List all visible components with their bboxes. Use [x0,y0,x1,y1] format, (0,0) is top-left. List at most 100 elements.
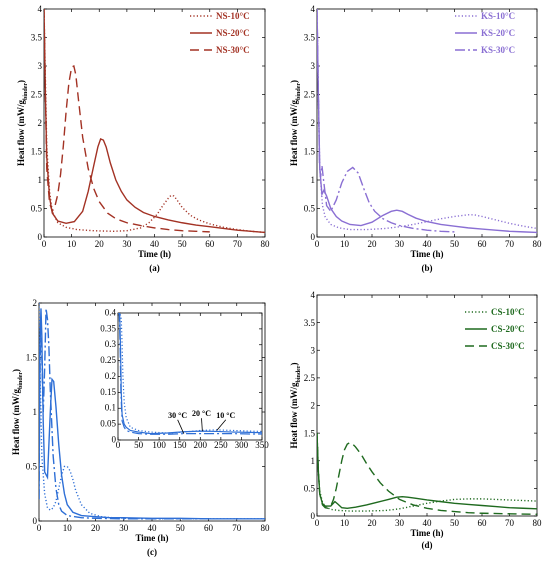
plot-frame [316,8,538,238]
series-line-ms-30-c [39,308,209,520]
legend-label: NS-20°C [216,28,250,38]
panel-axes-0: 0 10 20 30 40 50 60 70 80 0 0.5 1 1.5 2 2.5 3 3.5 4 Time (… [16,4,270,273]
legend-label: NS-10°C [216,11,250,21]
inset-series-line [118,313,262,434]
y-tick-label: 2.5 [31,90,43,100]
legend-label: KS-30°C [481,45,515,55]
x-tick-label: 60 [478,239,488,249]
x-tick-label: 20 [368,518,378,528]
x-tick-label: 0 [315,239,320,249]
series-line-cs-10-c [317,433,537,512]
plot-frame [43,8,266,238]
y-tick-label: 0.15 [100,387,116,397]
x-tick-label: 30 [119,523,129,533]
panel-caption: (c) [147,547,157,557]
x-tick-label: 50 [176,523,186,533]
x-tick-label: 10 [340,239,350,249]
x-tick-label: 10 [67,239,77,249]
x-tick-label: 80 [533,518,543,528]
y-tick-label: 1.5 [31,147,43,157]
series-line-ns-20-c [44,9,265,234]
x-tick-label: 20 [95,239,105,249]
panel-axes-3: 0 10 20 30 40 50 60 70 80 0 0.5 1 1.5 2 2.5 3 3.5 4 Time (… [289,290,542,550]
x-tick-label: 50 [450,239,460,249]
x-tick-label: 80 [261,523,271,533]
x-tick-label: 40 [423,239,433,249]
x-tick-label: 10 [63,523,73,533]
x-axis-label: Time (h) [138,249,171,259]
x-tick-label: 60 [205,239,215,249]
y-tick-label: 0 [38,232,43,242]
x-tick-label: 50 [450,518,460,528]
series-line-cs-30-c [317,433,537,516]
y-axis-label: Heat flow (mW/gbinder) [11,369,24,455]
y-tick-label: 0.5 [304,484,316,494]
y-tick-label: 0.5 [26,462,38,472]
x-tick-label: 70 [505,518,515,528]
y-tick-label: 3 [311,345,316,355]
y-axis-label: Heat flow (mW/gbinder) [289,80,302,166]
y-tick-label: 2.5 [304,373,316,383]
y-tick-label: 0.5 [31,204,43,214]
y-tick-label: 0 [112,434,117,444]
x-tick-label: 100 [152,440,166,450]
y-tick-label: 2 [311,118,316,128]
x-tick-label: 50 [178,239,188,249]
inset-annotation: 30 °C [168,411,187,420]
x-tick-label: 10 [340,518,350,528]
x-axis-label: Time (h) [410,528,443,538]
x-tick-label: 50 [134,440,144,450]
x-tick-label: 250 [214,440,228,450]
y-tick-label: 2 [38,118,43,128]
panel-caption: (d) [422,540,433,550]
x-axis-label: Time (h) [135,533,168,543]
x-tick-label: 30 [395,239,405,249]
series-line-ns-30-c [44,9,210,233]
y-tick-label: 1.5 [304,147,316,157]
y-tick-label: 2 [311,401,316,411]
series-line-cs-20-c [317,433,537,510]
x-tick-label: 40 [150,239,160,249]
x-tick-label: 0 [42,239,47,249]
y-tick-label: 1.5 [26,353,38,363]
x-tick-label: 20 [91,523,101,533]
x-tick-label: 60 [478,518,488,528]
y-tick-label: 0.3 [105,339,117,349]
x-tick-label: 20 [368,239,378,249]
y-tick-label: 1 [38,175,43,185]
legend-label: CS-10°C [491,307,525,317]
y-tick-label: 1 [311,456,316,466]
x-tick-label: 0 [37,523,42,533]
inset-axes: 0 50 100 150 200 250 300 350 0 0.05 0.1 0.15 0.2 0.25… [100,307,269,450]
y-tick-label: 3 [38,61,43,71]
x-tick-label: 30 [122,239,132,249]
y-tick-label: 2 [33,298,38,308]
panel-caption: (b) [422,263,433,273]
x-tick-label: 40 [423,518,433,528]
x-tick-label: 150 [173,440,187,450]
inset-frame [117,312,263,441]
panel-caption: (a) [149,263,160,273]
y-tick-label: 4 [311,4,316,14]
x-tick-label: 30 [395,518,405,528]
legend-label: CS-20°C [491,324,525,334]
y-tick-label: 3.5 [31,33,43,43]
series-line-ks-30-c [317,9,455,233]
x-axis-label: Time (h) [410,249,443,259]
y-tick-label: 3.5 [304,33,316,43]
y-tick-label: 1 [33,407,38,417]
x-tick-label: 70 [232,523,242,533]
y-tick-label: 0.05 [100,419,116,429]
y-tick-label: 4 [311,290,316,300]
y-tick-label: 0.1 [105,403,116,413]
legend-label: KS-20°C [481,28,515,38]
y-tick-label: 0.35 [100,323,116,333]
x-tick-label: 0 [116,440,121,450]
y-tick-label: 0 [311,232,316,242]
x-tick-label: 70 [505,239,515,249]
x-tick-label: 70 [233,239,243,249]
legend-label: CS-30°C [491,341,525,351]
x-tick-label: 300 [235,440,249,450]
inset-annotation: 10 °C [216,411,235,420]
